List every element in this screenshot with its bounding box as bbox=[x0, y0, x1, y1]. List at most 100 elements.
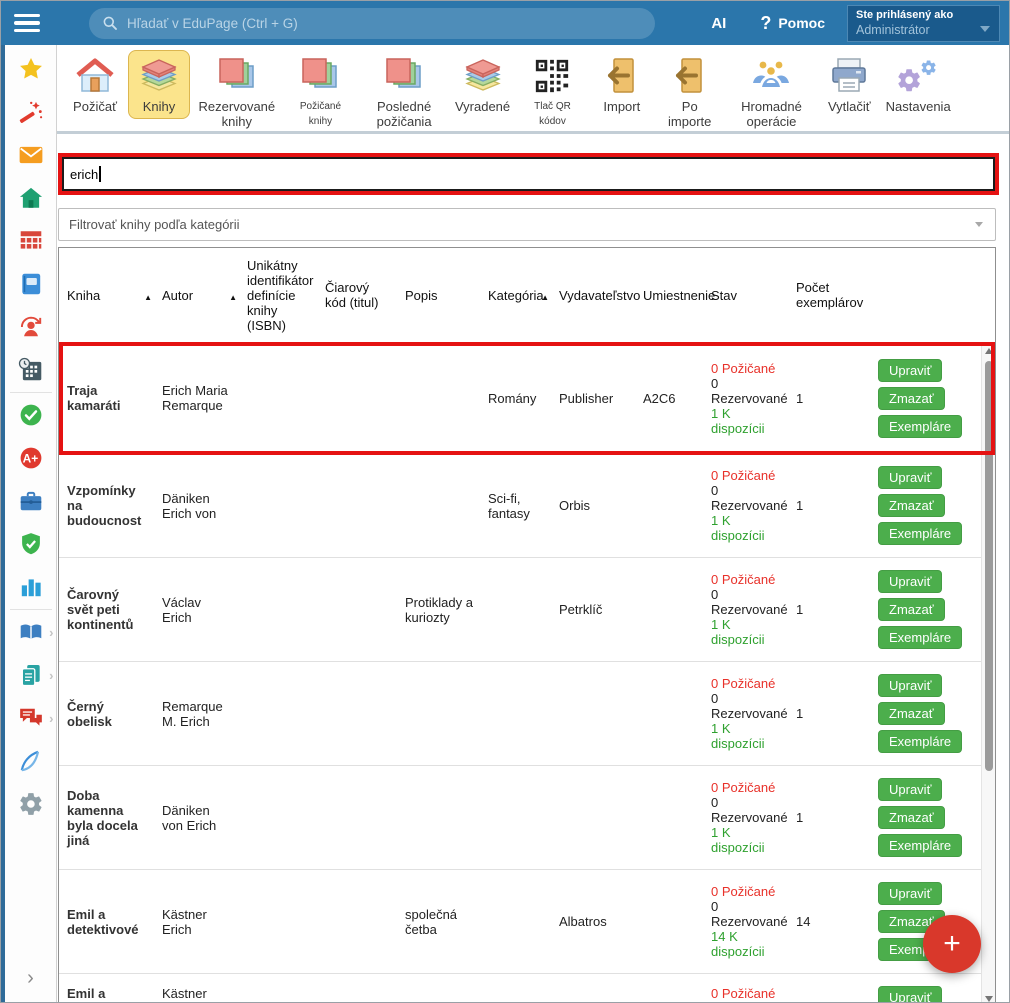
toolbar-item-rezervovane-knihy[interactable]: Rezervované knihy bbox=[192, 50, 282, 134]
sidebar-item-wizard[interactable] bbox=[18, 99, 44, 125]
sidebar-item-communication[interactable]: › bbox=[18, 705, 54, 731]
exemplare-button[interactable]: Exempláre bbox=[878, 834, 963, 857]
upravit-button[interactable]: Upraviť bbox=[878, 778, 943, 801]
column-header-pocet-exemplarov[interactable]: Počet exemplárov bbox=[788, 280, 863, 310]
column-header-kniha[interactable]: Kniha ▲ bbox=[59, 288, 154, 303]
sidebar-divider bbox=[9, 392, 52, 393]
toolbar-item-knihy[interactable]: Knihy bbox=[128, 50, 190, 119]
upravit-button[interactable]: Upraviť bbox=[878, 674, 943, 697]
sidebar-item-results[interactable] bbox=[18, 574, 44, 600]
books-content: erich Filtrovať knihy podľa kategórii Kn… bbox=[57, 134, 1009, 1002]
category-filter-placeholder: Filtrovať knihy podľa kategórii bbox=[69, 217, 240, 232]
toolbar-item-label: Hromadné operácie bbox=[741, 99, 802, 129]
column-header-ciarovy-kod-titul[interactable]: Čiarový kód (titul) bbox=[317, 280, 397, 310]
toolbar-item-import[interactable]: Import bbox=[591, 50, 653, 119]
qr-code-icon bbox=[533, 55, 571, 97]
toolbar-item-po-importe[interactable]: Po importe bbox=[655, 50, 725, 134]
help-button[interactable]: Pomoc bbox=[778, 15, 825, 31]
column-header-popis[interactable]: Popis bbox=[397, 288, 480, 303]
help-icon[interactable]: ? bbox=[760, 12, 772, 33]
sidebar: A+ › › › › bbox=[1, 45, 57, 1002]
zmazat-button[interactable]: Zmazať bbox=[878, 702, 945, 725]
sidebar-expand-button[interactable]: › bbox=[27, 967, 34, 989]
column-header-vydavatelstvo[interactable]: Vydavateľstvo bbox=[551, 288, 640, 303]
sidebar-item-favorites[interactable] bbox=[18, 56, 44, 82]
table-row: Traja kamaráti Erich Maria Remarque Romány… bbox=[59, 342, 995, 453]
column-header-umiestnenie[interactable]: Umiestnenie bbox=[635, 288, 715, 303]
upravit-button[interactable]: Upraviť bbox=[878, 466, 943, 489]
column-header-autor[interactable]: Autor ▲ bbox=[154, 288, 239, 303]
toolbar-item-hromadne-operacie[interactable]: Hromadné operácie bbox=[727, 50, 817, 134]
cell-vydavatelstvo: Orbis bbox=[559, 498, 591, 513]
global-search-input[interactable]: Hľadať v EduPage (Ctrl + G) bbox=[89, 7, 655, 39]
gear-icon bbox=[18, 791, 44, 817]
scroll-up-icon[interactable] bbox=[985, 348, 993, 354]
table-header-row: Kniha ▲ Autor ▲ Unikátny identifikátor defin… bbox=[59, 248, 995, 342]
cell-kategoria bbox=[480, 974, 551, 986]
discarded-stack-icon bbox=[461, 55, 505, 97]
sidebar-item-messages[interactable] bbox=[18, 142, 44, 168]
calendar-clock-icon bbox=[18, 357, 44, 383]
table-body: Traja kamaráti Erich Maria Remarque Romány… bbox=[59, 342, 995, 1002]
zmazat-button[interactable]: Zmazať bbox=[878, 386, 945, 410]
table-row: Čarovný svět peti kontinentů Václav Erich… bbox=[59, 557, 995, 661]
sidebar-item-attendance[interactable] bbox=[18, 402, 44, 428]
sidebar-item-settings[interactable] bbox=[18, 791, 44, 817]
add-book-button[interactable]: + bbox=[923, 915, 981, 973]
sidebar-item-grades[interactable]: A+ bbox=[18, 445, 44, 471]
sidebar-item-documents[interactable]: › bbox=[18, 662, 54, 688]
toolbar-item-nastavenia[interactable]: Nastavenia bbox=[882, 50, 954, 119]
status-line: 1 K dispozícii bbox=[711, 825, 765, 855]
sidebar-item-plans[interactable] bbox=[18, 357, 44, 383]
exemplare-button[interactable]: Exempláre bbox=[878, 522, 963, 545]
exemplare-button[interactable]: Exempláre bbox=[878, 730, 963, 753]
zmazat-button[interactable]: Zmazať bbox=[878, 806, 945, 829]
table-scrollbar[interactable] bbox=[981, 343, 995, 1002]
sidebar-item-substitution[interactable] bbox=[18, 314, 44, 340]
status-line: 0 Rezervované bbox=[711, 375, 788, 406]
toolbar-item-posledne-pozicania[interactable]: Posledné požičania bbox=[359, 50, 449, 134]
exemplare-button[interactable]: Exempláre bbox=[878, 626, 963, 649]
sidebar-item-creative[interactable] bbox=[18, 748, 44, 774]
book-search-value: erich bbox=[70, 166, 99, 182]
group-people-icon bbox=[749, 55, 793, 97]
toolbar-item-vyradene[interactable]: Vyradené bbox=[451, 50, 514, 119]
status-line: 1 K dispozícii bbox=[711, 721, 765, 751]
zmazat-button[interactable]: Zmazať bbox=[878, 494, 945, 517]
toolbar-item-tlac-qr-kodov[interactable]: Tlač QR kódov bbox=[516, 50, 589, 134]
sidebar-item-admin[interactable] bbox=[18, 531, 44, 557]
chevron-right-icon: › bbox=[49, 711, 54, 726]
zmazat-button[interactable]: Zmazať bbox=[878, 598, 945, 621]
category-filter-select[interactable]: Filtrovať knihy podľa kategórii bbox=[58, 208, 996, 241]
scroll-down-icon[interactable] bbox=[985, 996, 993, 1002]
upravit-button[interactable]: Upraviť bbox=[878, 986, 943, 1002]
ai-button[interactable]: AI bbox=[711, 14, 727, 32]
toolbar-item-label: Knihy bbox=[142, 99, 176, 114]
column-header-stav[interactable]: Stav bbox=[703, 288, 788, 303]
toolbar-item-label: Vyradené bbox=[454, 99, 511, 114]
status-line: 0 Požičané bbox=[711, 884, 776, 899]
sidebar-item-classbook[interactable] bbox=[18, 271, 44, 297]
sidebar-item-library[interactable]: › bbox=[18, 619, 54, 645]
upravit-button[interactable]: Upraviť bbox=[878, 882, 943, 905]
scrollbar-thumb[interactable] bbox=[984, 361, 993, 771]
sidebar-item-agenda[interactable] bbox=[18, 488, 44, 514]
toolbar-item-vytlacit[interactable]: Vytlačiť bbox=[818, 50, 880, 119]
toolbar-item-pozicane-knihy[interactable]: Požičané knihy bbox=[284, 50, 358, 134]
status-line: 0 Rezervované bbox=[711, 1001, 782, 1002]
user-menu[interactable]: Ste prihlásený ako Administrátor bbox=[847, 4, 1000, 42]
upravit-button[interactable]: Upraviť bbox=[878, 570, 943, 593]
books-stack-icon bbox=[137, 55, 181, 97]
chevron-right-icon: › bbox=[49, 668, 54, 683]
column-header-kategoria[interactable]: Kategória ▲ bbox=[480, 288, 551, 303]
book-search-input[interactable]: erich bbox=[62, 157, 995, 191]
sidebar-item-home[interactable] bbox=[18, 185, 44, 211]
sidebar-item-timetable[interactable] bbox=[18, 228, 44, 254]
column-header-unikatny-identifikator-definicie-knihy-isbn[interactable]: Unikátny identifikátor definície knihy (… bbox=[239, 258, 317, 333]
toolbar-item-pozicat[interactable]: Požičať bbox=[64, 50, 126, 119]
cell-pocet-exemplarov bbox=[788, 974, 858, 986]
menu-icon[interactable] bbox=[14, 10, 40, 37]
exemplare-button[interactable]: Exempláre bbox=[878, 414, 963, 438]
upravit-button[interactable]: Upraviť bbox=[878, 358, 943, 382]
